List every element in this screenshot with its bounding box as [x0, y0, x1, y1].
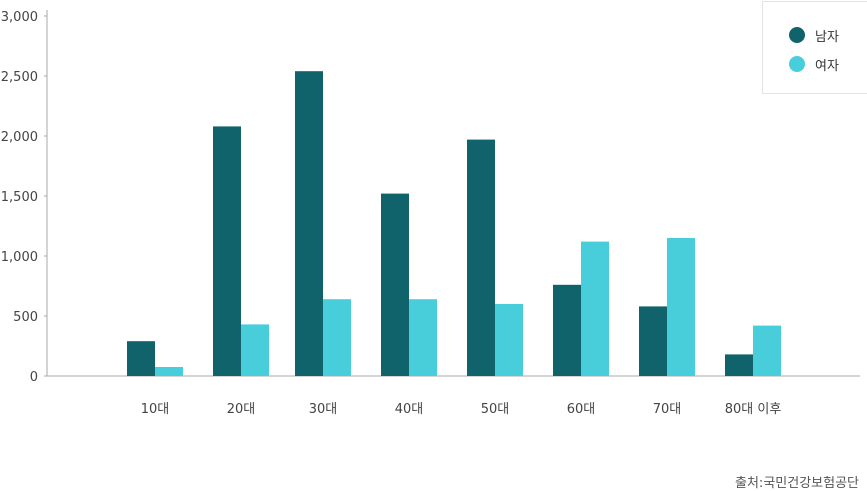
legend-swatch-male: [789, 27, 805, 43]
bar-male: [639, 306, 667, 376]
legend: 남자 여자: [762, 1, 867, 94]
y-tick-label: 2,500: [1, 70, 38, 85]
source-note: 출처:국민건강보험공단: [735, 476, 859, 491]
bar-female: [323, 299, 351, 376]
y-tick-label: 500: [13, 310, 38, 325]
legend-label-male: 남자: [815, 29, 839, 45]
legend-item-female: 여자: [789, 54, 839, 74]
y-tick-label: 1,500: [1, 190, 38, 205]
x-tick-label: 70대: [653, 402, 682, 417]
x-tick-label: 20대: [227, 402, 256, 417]
x-tick-label: 30대: [309, 402, 338, 417]
bar-female: [581, 241, 609, 376]
bar-male: [553, 284, 581, 376]
bar-female: [241, 324, 269, 376]
y-tick-label: 0: [30, 370, 38, 385]
bar-male: [127, 341, 155, 376]
legend-item-male: 남자: [789, 25, 839, 45]
y-tick-label: 1,000: [1, 250, 38, 265]
bar-male: [213, 126, 241, 377]
bar-female: [155, 367, 183, 376]
y-ticks: 0 500 1,000 1,500 2,000 2,500 3,000: [1, 10, 47, 385]
x-tick-labels: 10대 20대 30대 40대 50대 60대 70대 80대 이후: [141, 402, 782, 417]
x-tick-label: 80대 이후: [725, 402, 782, 417]
bar-male: [295, 71, 323, 376]
y-tick-label: 2,000: [1, 130, 38, 145]
bar-female: [667, 238, 695, 376]
bar-male: [381, 193, 409, 376]
legend-label-female: 여자: [815, 58, 839, 74]
x-tick-label: 50대: [481, 402, 510, 417]
bar-female: [409, 299, 437, 376]
bar-male: [467, 139, 495, 376]
legend-swatch-female: [789, 56, 805, 72]
x-tick-label: 60대: [567, 402, 596, 417]
bars: [127, 71, 781, 377]
y-tick-label: 3,000: [1, 10, 38, 25]
x-tick-label: 10대: [141, 402, 170, 417]
bar-male: [725, 354, 753, 376]
bar-female: [495, 304, 523, 376]
x-tick-label: 40대: [395, 402, 424, 417]
bar-female: [753, 325, 781, 376]
